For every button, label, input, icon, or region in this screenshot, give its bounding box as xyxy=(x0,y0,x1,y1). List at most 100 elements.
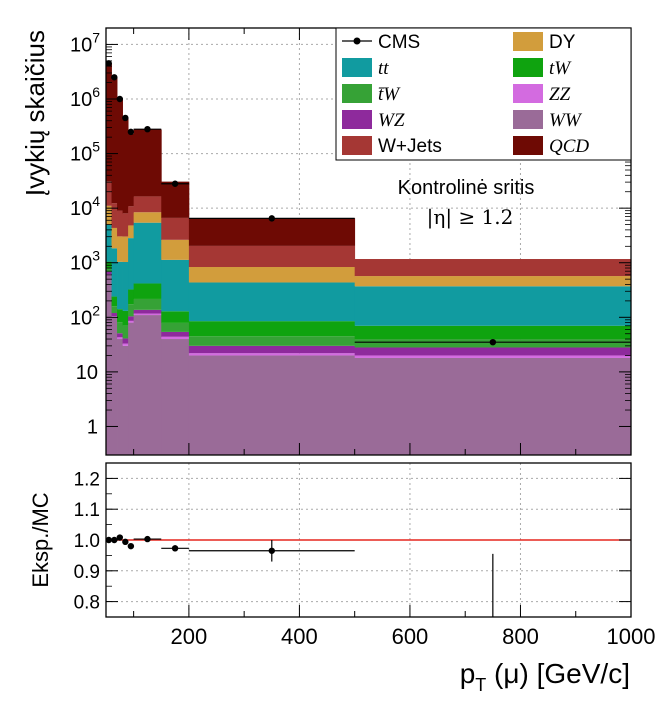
bar-tW xyxy=(188,321,356,337)
bar-W+Jets xyxy=(133,196,162,213)
y-tick-label: 105 xyxy=(70,139,100,166)
annotation-region: Kontrolinė sritis xyxy=(398,177,535,199)
legend-swatch xyxy=(513,110,543,129)
bar-W+Jets xyxy=(354,259,632,277)
bar-tW xyxy=(133,283,162,299)
bar-WW xyxy=(117,339,123,455)
bar-tW xyxy=(354,325,632,340)
legend-label: CMS xyxy=(378,32,420,53)
bar-ZZ xyxy=(188,353,356,356)
bar-WZ xyxy=(188,345,356,354)
x-tick-label: 600 xyxy=(392,624,429,649)
annotation-eta-cut: |η| ≥ 1.2 xyxy=(427,205,514,230)
legend-swatch xyxy=(342,58,372,77)
bar-DY xyxy=(354,276,632,287)
bar-tW xyxy=(161,311,190,323)
bar-WW xyxy=(161,339,190,455)
data-point xyxy=(111,74,118,81)
legend-label: tW xyxy=(549,58,572,79)
bar-WW xyxy=(128,322,135,455)
bar-tW xyxy=(128,289,135,305)
ratio-y-tick-label: 1.0 xyxy=(74,531,100,552)
bar-tW xyxy=(111,296,118,307)
data-point xyxy=(116,95,124,103)
legend-swatch xyxy=(513,136,543,155)
bar-WW xyxy=(354,357,632,455)
bar-ZZ xyxy=(111,316,118,318)
bar-W+Jets xyxy=(128,206,135,226)
x-axis-label: pT (μ) [GeV/c] xyxy=(460,658,630,695)
legend-swatch xyxy=(513,32,543,51)
bar-tt xyxy=(188,282,356,322)
bar-W+Jets xyxy=(161,217,190,240)
bar-WW xyxy=(188,355,356,455)
y-tick-label: 102 xyxy=(70,302,100,329)
data-point xyxy=(144,125,151,133)
legend-label: t̄W xyxy=(378,84,401,105)
legend-label: ZZ xyxy=(549,84,571,105)
bar-WW xyxy=(106,274,112,455)
bar-tt xyxy=(117,261,123,310)
bar-DY xyxy=(161,239,190,260)
bar-tt xyxy=(122,262,129,311)
legend-swatch xyxy=(513,84,543,103)
legend-label: WZ xyxy=(378,110,405,131)
bar-DY xyxy=(117,236,123,262)
bar-tW xyxy=(122,310,129,326)
bar-DY xyxy=(111,227,118,249)
bar-tt xyxy=(133,222,162,284)
x-tick-label: 800 xyxy=(502,624,539,649)
bar-tt xyxy=(128,238,135,290)
legend: CMS DY tt tW t̄W ZZ WZ WW W+Jets QCD xyxy=(335,27,632,161)
bar-tt xyxy=(354,286,632,326)
data-point xyxy=(122,114,129,122)
bar-WZ xyxy=(122,338,129,344)
bar-WZ xyxy=(117,333,123,338)
bar-DY xyxy=(106,205,112,225)
bar-ZZ xyxy=(117,337,123,340)
bar-WW xyxy=(111,317,118,455)
ratio-point xyxy=(171,545,179,552)
legend-label: DY xyxy=(549,32,576,53)
bar-QCD xyxy=(128,133,135,207)
bar-DY xyxy=(122,236,129,263)
bar-t̄W xyxy=(128,304,135,317)
bar-tt xyxy=(161,259,190,312)
ratio-y-tick-label: 0.9 xyxy=(74,562,100,583)
bar-WW xyxy=(133,315,162,455)
bar-ZZ xyxy=(354,355,632,358)
y-tick-label: 106 xyxy=(70,84,100,111)
bar-DY xyxy=(133,212,162,223)
bar-QCD xyxy=(122,117,129,214)
bar-WZ xyxy=(128,316,135,321)
y-tick-label: 10 xyxy=(76,362,98,384)
y-tick-label: 103 xyxy=(70,248,100,275)
y-axis-label-top: Įvykių skaičius xyxy=(20,30,50,196)
legend-label: WW xyxy=(549,110,583,131)
bar-DY xyxy=(128,225,135,239)
bar-WZ xyxy=(111,312,118,317)
bar-tt xyxy=(106,224,112,262)
bar-WW xyxy=(122,345,129,455)
ratio-plot: 0.8 0.9 1.0 1.1 1.2 200 400 600 800 1000 pT (μ) [G… xyxy=(74,462,656,695)
legend-box xyxy=(335,27,632,161)
bar-tt xyxy=(111,248,118,297)
bar-QCD xyxy=(111,77,118,204)
data-point xyxy=(127,128,135,136)
bar-W+Jets xyxy=(188,245,356,268)
ratio-point xyxy=(116,534,124,541)
ratio-point xyxy=(127,542,135,550)
bar-ZZ xyxy=(128,320,135,323)
x-tick-label: 1000 xyxy=(607,624,656,649)
legend-swatch xyxy=(342,84,372,103)
bar-W+Jets xyxy=(117,210,123,237)
y-tick-label: 104 xyxy=(70,193,100,220)
ratio-y-tick-label: 1.1 xyxy=(74,500,100,521)
bar-t̄W xyxy=(117,322,123,334)
y-tick-label: 1 xyxy=(87,416,98,438)
ratio-point xyxy=(144,535,151,543)
legend-swatch xyxy=(513,58,543,77)
bar-ZZ xyxy=(133,313,162,316)
bar-QCD xyxy=(188,218,356,246)
